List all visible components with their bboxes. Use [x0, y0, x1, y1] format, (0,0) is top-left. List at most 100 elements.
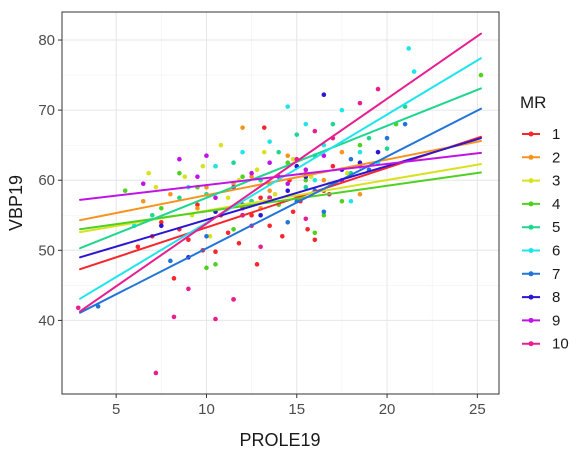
legend-item: 4 [522, 196, 560, 213]
data-point [258, 244, 263, 250]
data-point [240, 149, 245, 155]
data-point [225, 230, 231, 236]
data-point [272, 191, 278, 197]
data-point [177, 170, 182, 176]
data-point [267, 188, 272, 194]
y-tick-label: 60 [38, 172, 55, 189]
series-line [79, 32, 482, 313]
data-point [207, 233, 213, 239]
legend-item: 5 [522, 219, 560, 236]
legend-item: 2 [522, 149, 560, 166]
series-line [79, 87, 482, 250]
data-point [153, 370, 159, 376]
legend-label: 4 [552, 196, 560, 213]
data-point [330, 163, 336, 169]
data-point [168, 258, 173, 264]
y-axis: 40 50 60 70 80 [38, 32, 62, 329]
data-point [357, 191, 363, 197]
data-point [159, 223, 164, 229]
data-point [168, 191, 173, 197]
data-point [225, 195, 231, 201]
data-point [280, 233, 285, 239]
x-axis: 5 10 15 20 25 [112, 394, 486, 418]
legend-item: 8 [522, 289, 560, 306]
data-point [321, 92, 327, 98]
data-point [218, 142, 224, 148]
data-point [285, 181, 291, 187]
data-point [321, 212, 327, 218]
data-point [177, 195, 182, 201]
legend-key-point [528, 154, 534, 160]
data-point [267, 160, 272, 165]
legend-key-point [528, 317, 534, 323]
data-point [402, 121, 408, 127]
data-point [357, 142, 363, 148]
series-line [79, 57, 482, 300]
legend-label: 10 [552, 336, 569, 353]
data-point [267, 139, 272, 144]
data-point [261, 125, 267, 130]
data-point [290, 209, 296, 215]
legend-label: 5 [552, 219, 560, 236]
data-point [357, 149, 363, 155]
data-point [357, 100, 363, 106]
data-point [195, 205, 200, 211]
data-point [303, 121, 309, 127]
data-point [195, 174, 200, 180]
data-point [290, 156, 296, 162]
data-point [135, 244, 141, 250]
data-point [213, 163, 218, 169]
data-point [303, 167, 309, 173]
data-point [321, 177, 327, 183]
legend-label: 1 [552, 126, 560, 143]
series-line [79, 137, 482, 259]
legend-key-point [528, 131, 534, 137]
legend-item: 7 [522, 266, 560, 283]
data-point [384, 135, 390, 141]
data-point [345, 170, 350, 176]
data-point [348, 156, 354, 162]
data-point [339, 149, 345, 155]
data-point [254, 167, 260, 173]
data-point [149, 212, 155, 218]
data-point [249, 174, 254, 180]
data-point [140, 181, 146, 187]
data-point [171, 276, 177, 281]
data-point [411, 69, 417, 74]
data-point [330, 121, 336, 127]
series-line [79, 139, 482, 222]
y-tick-label: 50 [38, 242, 55, 259]
data-point [285, 188, 291, 194]
data-point [213, 316, 218, 322]
data-point [406, 46, 412, 51]
data-point [267, 223, 272, 229]
data-point [171, 314, 177, 320]
legend-key-point [528, 201, 534, 207]
data-point [204, 265, 209, 271]
data-point [177, 156, 182, 162]
data-point [294, 132, 300, 137]
legend-key-point [528, 178, 534, 184]
plot-border [61, 11, 500, 395]
legend-key-point [528, 224, 534, 230]
data-point [122, 188, 128, 194]
legend-label: 6 [552, 243, 560, 260]
legend-label: 3 [552, 173, 560, 190]
data-point [249, 212, 254, 218]
legend: MR 1 2 3 4 5 6 7 8 9 10 [520, 93, 569, 353]
data-point [195, 202, 200, 208]
data-point [321, 209, 327, 215]
legend-key-point [528, 271, 534, 277]
data-point [236, 241, 242, 246]
data-point [303, 216, 309, 222]
data-point [258, 212, 263, 218]
data-point [312, 237, 318, 243]
data-point [366, 135, 372, 141]
data-point [348, 198, 354, 204]
data-point [285, 160, 291, 165]
data-point [213, 249, 218, 255]
y-axis-title: VBP19 [6, 175, 26, 231]
data-point [305, 226, 310, 232]
data-point [312, 230, 318, 236]
data-point [186, 286, 191, 292]
